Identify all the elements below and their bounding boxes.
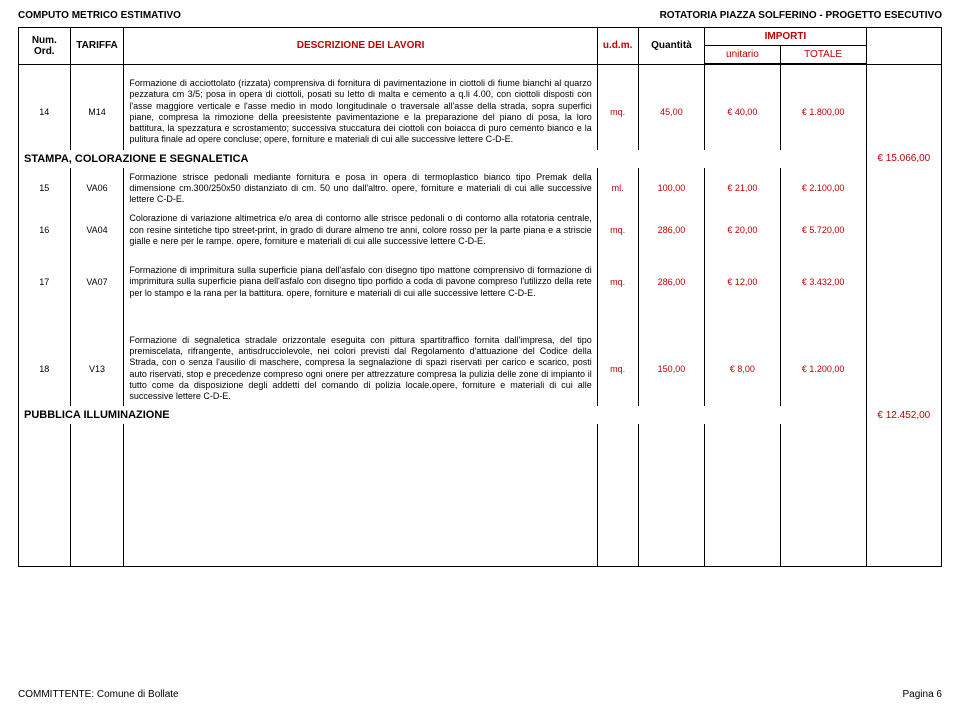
row-tariffa: VA04 [70, 209, 124, 251]
row-tariffa: M14 [70, 74, 124, 150]
col-totale: TOTALE [780, 46, 866, 65]
table-header-row: Num. Ord. TARIFFA DESCRIZIONE DEI LAVORI… [19, 28, 942, 46]
col-importi: IMPORTI [705, 28, 866, 46]
row-tot: € 3.432,00 [780, 261, 866, 303]
col-extra [866, 28, 941, 65]
doc-title-right: ROTATORIA PIAZZA SOLFERINO - PROGETTO ES… [660, 10, 942, 21]
row-unit: € 8,00 [705, 331, 780, 407]
row-udm: mq. [597, 331, 638, 407]
gap [19, 536, 942, 564]
gap [19, 424, 942, 452]
row-tot: € 1.800,00 [780, 74, 866, 150]
row-tot: € 2.100,00 [780, 168, 866, 210]
col-num: Num. Ord. [19, 28, 71, 65]
row-udm: mq. [597, 74, 638, 150]
row-num: 15 [19, 168, 71, 210]
section-row: STAMPA, COLORAZIONE E SEGNALETICA € 15.0… [19, 150, 942, 168]
row-udm: ml. [597, 168, 638, 210]
gap [19, 480, 942, 508]
row-tot: € 5.720,00 [780, 209, 866, 251]
doc-title-left: COMPUTO METRICO ESTIMATIVO [18, 10, 181, 21]
row-extra [866, 168, 941, 210]
row-extra [866, 74, 941, 150]
row-udm: mq. [597, 261, 638, 303]
section-row: PUBBLICA ILLUMINAZIONE € 12.452,00 [19, 406, 942, 424]
row-unit: € 20,00 [705, 209, 780, 251]
table-row: 18 V13 Formazione di segnaletica stradal… [19, 331, 942, 407]
section-total: € 12.452,00 [866, 406, 941, 424]
col-qty: Quantità [638, 28, 705, 65]
row-qty: 100,00 [638, 168, 705, 210]
table-row: 14 M14 Formazione di acciottolato (rizza… [19, 74, 942, 150]
col-unitario: unitario [705, 46, 780, 65]
table-row: 15 VA06 Formazione strisce pedonali medi… [19, 168, 942, 210]
row-desc: Formazione di segnaletica stradale orizz… [124, 331, 597, 407]
row-extra [866, 261, 941, 303]
row-num: 17 [19, 261, 71, 303]
table-row: 17 VA07 Formazione di imprimitura sulla … [19, 261, 942, 303]
gap [19, 303, 942, 331]
page-footer: COMMITTENTE: Comune di Bollate Pagina 6 [18, 689, 942, 700]
col-udm: u.d.m. [597, 28, 638, 65]
gap [19, 452, 942, 480]
row-unit: € 12,00 [705, 261, 780, 303]
row-tariffa: V13 [70, 331, 124, 407]
row-num: 18 [19, 331, 71, 407]
gap [19, 508, 942, 536]
row-desc: Formazione di imprimitura sulla superfic… [124, 261, 597, 303]
spacer [19, 251, 942, 261]
row-tariffa: VA06 [70, 168, 124, 210]
row-qty: 45,00 [638, 74, 705, 150]
row-num: 16 [19, 209, 71, 251]
row-extra [866, 209, 941, 251]
row-desc: Colorazione di variazione altimetrica e/… [124, 209, 597, 251]
footer-left: COMMITTENTE: Comune di Bollate [18, 689, 179, 700]
row-tariffa: VA07 [70, 261, 124, 303]
row-unit: € 40,00 [705, 74, 780, 150]
row-tot: € 1.200,00 [780, 331, 866, 407]
row-unit: € 21,00 [705, 168, 780, 210]
document-header: COMPUTO METRICO ESTIMATIVO ROTATORIA PIA… [18, 10, 942, 21]
row-desc: Formazione strisce pedonali mediante for… [124, 168, 597, 210]
col-tariffa: TARIFFA [70, 28, 124, 65]
row-qty: 286,00 [638, 261, 705, 303]
row-qty: 150,00 [638, 331, 705, 407]
section-total: € 15.066,00 [866, 150, 941, 168]
footer-right: Pagina 6 [903, 689, 942, 700]
row-qty: 286,00 [638, 209, 705, 251]
table-row: 16 VA04 Colorazione di variazione altime… [19, 209, 942, 251]
row-extra [866, 331, 941, 407]
col-desc: DESCRIZIONE DEI LAVORI [124, 28, 597, 65]
section-label: PUBBLICA ILLUMINAZIONE [19, 406, 867, 424]
spacer [19, 64, 942, 74]
estimate-table: Num. Ord. TARIFFA DESCRIZIONE DEI LAVORI… [18, 27, 942, 567]
row-udm: mq. [597, 209, 638, 251]
table-close [19, 564, 942, 566]
row-desc: Formazione di acciottolato (rizzata) com… [124, 74, 597, 150]
row-num: 14 [19, 74, 71, 150]
section-label: STAMPA, COLORAZIONE E SEGNALETICA [19, 150, 867, 168]
